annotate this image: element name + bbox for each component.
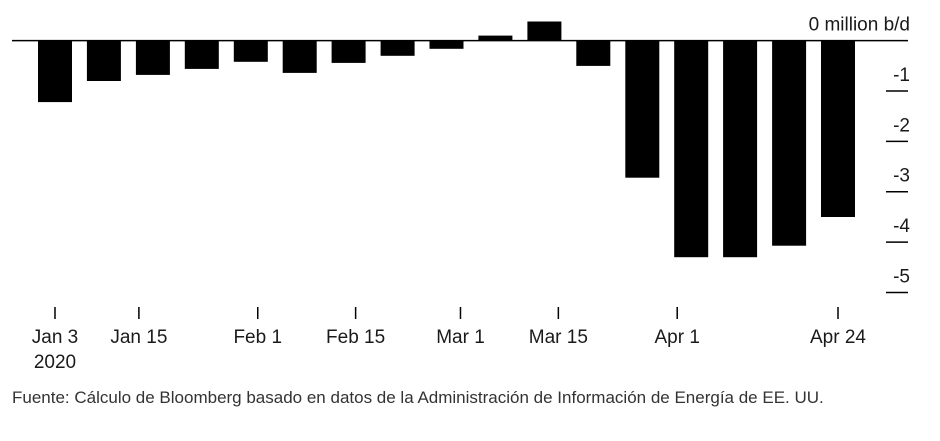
bar-2020-01-03 <box>38 40 72 103</box>
bar-2020-02-28 <box>429 40 464 49</box>
bar-2020-04-10 <box>723 40 758 258</box>
y-tick-label: -1 <box>893 65 910 86</box>
bar-2020-03-06 <box>478 35 513 41</box>
x-tick-label: Mar 15 <box>529 327 588 348</box>
bar-2020-03-13 <box>527 21 562 41</box>
y-tick-label: -5 <box>893 266 910 287</box>
x-tick-label: Jan 3 <box>32 327 78 348</box>
bar-2020-01-17 <box>135 40 170 75</box>
x-axis: Jan 3 2020 Jan 15 Feb 1 Feb 15 Mar 1 Mar 15 Apr… <box>32 307 866 373</box>
x-tick-label: Feb 15 <box>326 327 385 348</box>
bar-2020-04-24 <box>821 40 855 218</box>
x-tick-label: Feb 1 <box>233 327 282 348</box>
bar-2020-04-03 <box>674 40 709 258</box>
bar-2020-04-17 <box>772 40 807 246</box>
bar-2020-02-14 <box>331 40 366 63</box>
bar-2020-02-21 <box>380 40 415 56</box>
y-tick-label: -2 <box>893 115 910 136</box>
x-tick-label: Mar 1 <box>436 327 485 348</box>
bar-chart: 0 million b/d -1 -2 -3 -4 -5 Jan 3 2020 Jan 15 F… <box>12 15 910 373</box>
bar-2020-02-07 <box>282 40 317 73</box>
bar-2020-01-10 <box>86 40 121 81</box>
x-tick-label: Apr 24 <box>810 327 866 348</box>
y-tick-label: -3 <box>893 166 910 187</box>
bars-group <box>38 21 855 258</box>
x-tick-label: Apr 1 <box>654 327 699 348</box>
x-tick-label: Jan 15 <box>110 327 167 348</box>
y-tick-label: -4 <box>893 216 910 237</box>
bar-2020-01-24 <box>184 40 219 69</box>
bar-2020-01-31 <box>233 40 268 62</box>
bar-2020-03-27 <box>625 40 660 178</box>
y-tick-label-unit: 0 million b/d <box>809 15 910 36</box>
source-note: Fuente: Cálculo de Bloomberg basado en d… <box>12 388 824 407</box>
bar-2020-03-20 <box>576 40 611 66</box>
x-tick-sublabel: 2020 <box>34 352 76 373</box>
y-axis: 0 million b/d -1 -2 -3 -4 -5 <box>809 15 910 294</box>
